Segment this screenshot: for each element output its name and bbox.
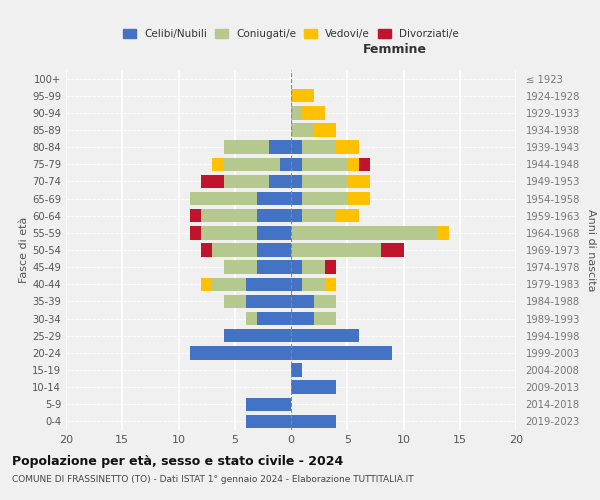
Bar [291, 294, 314, 308]
Bar [190, 346, 291, 360]
Bar [302, 174, 347, 188]
Bar [291, 364, 302, 376]
Bar [347, 192, 370, 205]
Bar [359, 158, 370, 171]
Bar [212, 278, 246, 291]
Bar [291, 329, 359, 342]
Bar [291, 312, 314, 326]
Bar [223, 260, 257, 274]
Bar [212, 244, 257, 256]
Bar [291, 158, 302, 171]
Bar [246, 414, 291, 428]
Bar [201, 278, 212, 291]
Bar [223, 158, 280, 171]
Bar [223, 140, 269, 154]
Bar [302, 158, 347, 171]
Bar [201, 174, 223, 188]
Bar [291, 192, 302, 205]
Bar [291, 278, 302, 291]
Bar [223, 174, 269, 188]
Bar [291, 226, 437, 239]
Bar [257, 312, 291, 326]
Bar [291, 140, 302, 154]
Bar [291, 124, 314, 136]
Bar [201, 226, 257, 239]
Text: Popolazione per età, sesso e stato civile - 2024: Popolazione per età, sesso e stato civil… [12, 455, 343, 468]
Bar [302, 192, 347, 205]
Bar [291, 209, 302, 222]
Bar [336, 209, 359, 222]
Bar [437, 226, 449, 239]
Bar [325, 260, 336, 274]
Bar [190, 192, 257, 205]
Bar [246, 278, 291, 291]
Bar [291, 380, 336, 394]
Bar [291, 260, 302, 274]
Bar [381, 244, 404, 256]
Bar [325, 278, 336, 291]
Bar [257, 260, 291, 274]
Bar [291, 106, 302, 120]
Bar [190, 226, 201, 239]
Bar [314, 312, 336, 326]
Bar [190, 209, 201, 222]
Bar [257, 209, 291, 222]
Bar [336, 140, 359, 154]
Bar [302, 278, 325, 291]
Bar [257, 192, 291, 205]
Bar [291, 89, 314, 102]
Bar [291, 414, 336, 428]
Bar [246, 398, 291, 411]
Bar [257, 226, 291, 239]
Y-axis label: Fasce di età: Fasce di età [19, 217, 29, 283]
Bar [302, 209, 336, 222]
Bar [223, 294, 246, 308]
Bar [314, 294, 336, 308]
Y-axis label: Anni di nascita: Anni di nascita [586, 209, 596, 291]
Bar [347, 174, 370, 188]
Bar [212, 158, 223, 171]
Text: Femmine: Femmine [362, 42, 427, 56]
Bar [257, 244, 291, 256]
Bar [302, 260, 325, 274]
Bar [201, 244, 212, 256]
Bar [291, 244, 381, 256]
Bar [280, 158, 291, 171]
Bar [201, 209, 257, 222]
Bar [314, 124, 336, 136]
Text: COMUNE DI FRASSINETTO (TO) - Dati ISTAT 1° gennaio 2024 - Elaborazione TUTTITALI: COMUNE DI FRASSINETTO (TO) - Dati ISTAT … [12, 475, 413, 484]
Bar [302, 140, 336, 154]
Bar [246, 312, 257, 326]
Bar [246, 294, 291, 308]
Bar [347, 158, 359, 171]
Bar [269, 174, 291, 188]
Bar [291, 174, 302, 188]
Legend: Celibi/Nubili, Coniugati/e, Vedovi/e, Divorziati/e: Celibi/Nubili, Coniugati/e, Vedovi/e, Di… [119, 25, 463, 44]
Bar [302, 106, 325, 120]
Bar [291, 346, 392, 360]
Bar [269, 140, 291, 154]
Bar [223, 329, 291, 342]
